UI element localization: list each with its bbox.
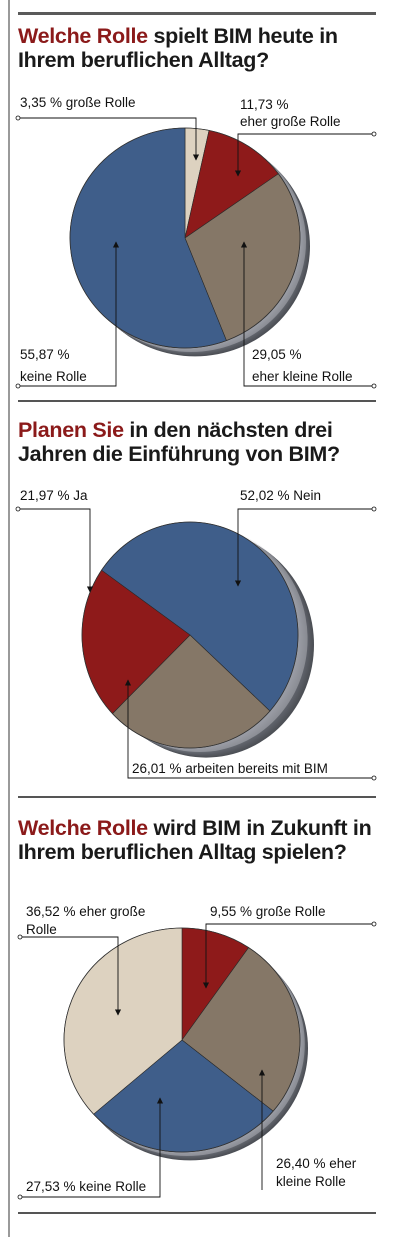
pie-chart-3 (63, 927, 308, 1161)
label-eher-grosse-rolle-value: 11,73 % (240, 97, 289, 112)
label-eher-grosse-rolle-3b: Rolle (26, 922, 57, 937)
label-eher-grosse-rolle-3a: 36,52 % eher große (26, 904, 146, 919)
bottom-rule (18, 1212, 376, 1214)
chart-2-title-rest: in den nächsten drei Jahren die Einführu… (18, 418, 340, 466)
leader-dot (371, 775, 377, 781)
chart-3-title-rest: wird BIM in Zukunft in Ihrem beruflichen… (18, 816, 372, 864)
chart-2-title: Planen Sie in den nächsten drei Jahren d… (18, 418, 388, 466)
leader-dot (15, 506, 21, 512)
chart-1-title: Welche Rolle spielt BIM heute in Ihrem b… (18, 24, 388, 72)
label-eher-kleine-rolle-3a: 26,40 % eher (276, 1156, 357, 1171)
divider-2 (18, 796, 376, 798)
label-ja: 21,97 % Ja (20, 488, 88, 503)
pie-chart-1 (69, 127, 310, 357)
label-grosse-rolle-3: 9,55 % große Rolle (210, 904, 326, 919)
chart-1-title-highlight: Welche Rolle (18, 24, 148, 48)
label-keine-rolle-3: 27,53 % keine Rolle (26, 1179, 147, 1194)
label-arbeiten-bereits: 26,01 % arbeiten bereits mit BIM (132, 761, 328, 776)
left-border-line (8, 0, 10, 1237)
label-eher-kleine-rolle-3b: kleine Rolle (276, 1174, 346, 1189)
chart-2-title-highlight: Planen Sie (18, 418, 124, 442)
label-eher-grosse-rolle-text: eher große Rolle (240, 114, 341, 129)
leader-dot (371, 383, 377, 389)
pie-3-outline (63, 927, 301, 1153)
label-keine-rolle-text: keine Rolle (20, 369, 87, 384)
label-keine-rolle-value: 55,87 % (20, 347, 70, 362)
chart-1-title-rest: spielt BIM heute in Ihrem beruflichen Al… (18, 24, 338, 72)
divider-1 (18, 400, 376, 402)
leader-dot (371, 506, 377, 512)
chart-3-title-highlight: Welche Rolle (18, 816, 148, 840)
label-eher-kleine-rolle-value: 29,05 % (252, 347, 302, 362)
leader-dot (17, 1194, 23, 1200)
label-eher-kleine-rolle-text: eher kleine Rolle (252, 369, 353, 384)
top-rule (18, 12, 376, 15)
label-grosse-rolle: 3,35 % große Rolle (20, 95, 136, 110)
chart-3-title: Welche Rolle wird BIM in Zukunft in Ihre… (18, 816, 388, 864)
pie-chart-2 (81, 521, 314, 758)
label-nein: 52,02 % Nein (240, 488, 322, 503)
